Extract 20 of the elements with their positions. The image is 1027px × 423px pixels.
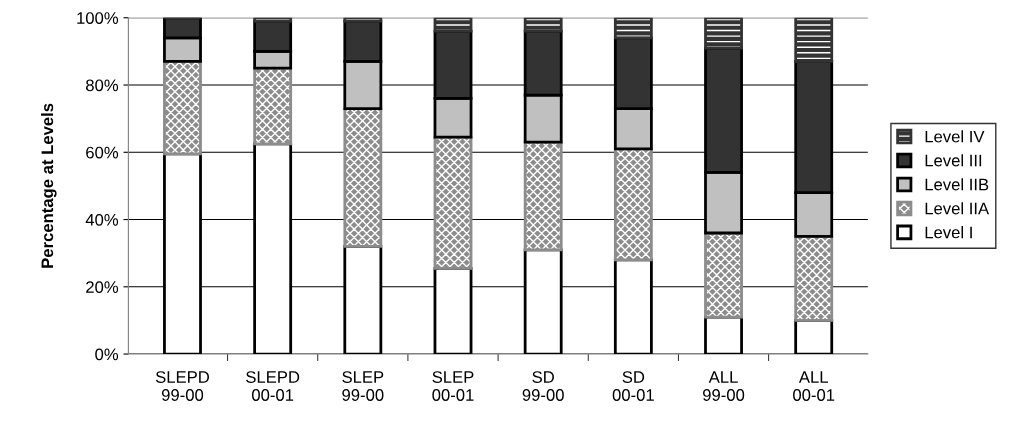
legend-label: Level I	[925, 226, 972, 239]
y-tick-label: 80%	[86, 79, 119, 92]
x-tick-label: ALL 00-01	[793, 371, 835, 401]
x-tick-label: SLEPD 00-01	[246, 371, 300, 401]
x-tick-label: SLEP 00-01	[432, 371, 474, 401]
legend-label: Level IIB	[925, 178, 989, 191]
y-tick-label: 100%	[77, 12, 119, 24]
y-tick-label: 40%	[85, 213, 119, 226]
y-tick-label: 20%	[86, 281, 119, 293]
y-tick-label: 60%	[86, 146, 119, 159]
y-tick-label: 0%	[95, 348, 119, 361]
legend-label: Level III	[925, 154, 982, 167]
x-tick-label: ALL 99-00	[703, 371, 745, 401]
x-tick-label: SLEP 99-00	[342, 371, 384, 401]
x-tick-label: SD 00-01	[612, 371, 654, 401]
legend-label: Level IV	[925, 130, 985, 143]
x-tick-label: SLEPD 99-00	[155, 371, 210, 401]
y-axis-title: Percentage at Levels	[40, 103, 57, 268]
legend-label: Level IIA	[925, 202, 990, 215]
x-tick-label: SD 99-00	[522, 371, 564, 401]
